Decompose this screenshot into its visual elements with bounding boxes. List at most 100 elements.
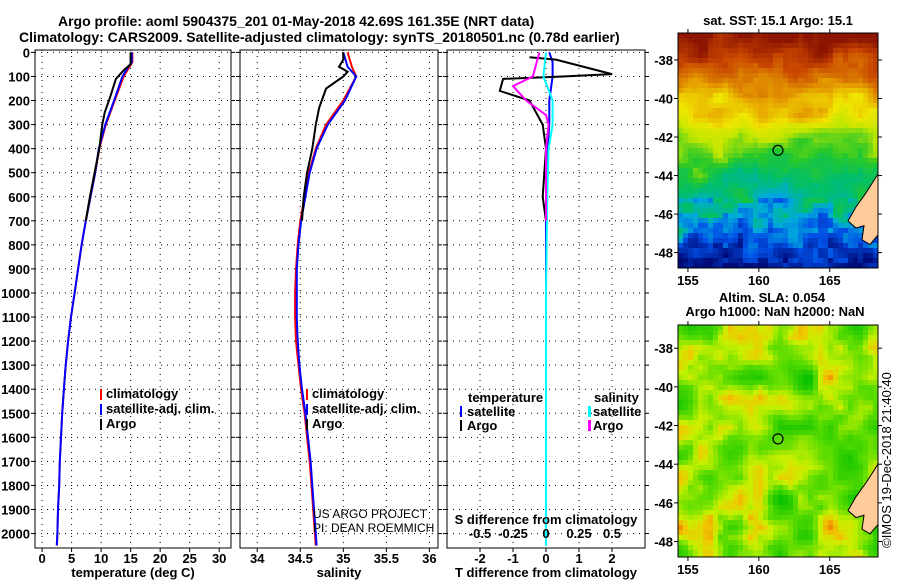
map-pixel xyxy=(703,128,709,134)
map-pixel xyxy=(828,530,834,536)
map-pixel xyxy=(818,395,824,401)
map-pixel xyxy=(803,480,809,486)
map-pixel xyxy=(783,365,789,371)
map-pixel xyxy=(713,465,719,471)
map-pixel xyxy=(708,450,714,456)
map-pixel xyxy=(813,420,819,426)
map-pixel xyxy=(848,420,854,426)
map-pixel xyxy=(693,73,699,79)
map-pixel xyxy=(768,128,774,134)
map-pixel xyxy=(873,68,878,74)
map-pixel xyxy=(708,218,714,224)
map-pixel xyxy=(813,133,819,139)
map-pixel xyxy=(838,430,844,436)
map-pixel xyxy=(848,148,854,154)
map-pixel xyxy=(683,203,689,209)
map-pixel xyxy=(778,505,784,511)
map-pixel xyxy=(798,410,804,416)
map-pixel xyxy=(703,370,709,376)
map-pixel xyxy=(713,53,719,59)
map-pixel xyxy=(798,405,804,411)
map-pixel xyxy=(728,515,734,521)
map-pixel xyxy=(698,133,704,139)
map-pixel xyxy=(773,335,779,341)
map-pixel xyxy=(818,325,824,331)
map-pixel xyxy=(808,395,814,401)
map-pixel xyxy=(743,48,749,54)
map-pixel xyxy=(763,258,769,264)
map-pixel xyxy=(803,238,809,244)
map-pixel xyxy=(783,243,789,249)
map-pixel xyxy=(853,78,859,84)
map-pixel xyxy=(788,500,794,506)
map-pixel xyxy=(803,415,809,421)
map-pixel xyxy=(748,545,754,551)
map-pixel xyxy=(778,530,784,536)
depth-tick-label: 1000 xyxy=(1,286,30,301)
map-pixel xyxy=(703,395,709,401)
map-pixel xyxy=(858,98,864,104)
map-pixel xyxy=(758,188,764,194)
map-pixel xyxy=(798,123,804,129)
map-pixel xyxy=(803,450,809,456)
map-pixel xyxy=(848,83,854,89)
map-pixel xyxy=(748,540,754,546)
map-sla_map xyxy=(678,325,879,557)
map-pixel xyxy=(858,445,864,451)
map-pixel xyxy=(713,485,719,491)
map-pixel xyxy=(723,330,729,336)
map-pixel xyxy=(848,138,854,144)
map-pixel xyxy=(848,410,854,416)
map-pixel xyxy=(723,58,729,64)
map-pixel xyxy=(718,138,724,144)
map-pixel xyxy=(723,73,729,79)
map-pixel xyxy=(813,495,819,501)
map-pixel xyxy=(803,355,809,361)
map-pixel xyxy=(793,350,799,356)
map-pixel xyxy=(783,123,789,129)
map-pixel xyxy=(768,545,774,551)
map-pixel xyxy=(808,158,814,164)
map-pixel xyxy=(688,415,694,421)
map-pixel xyxy=(693,218,699,224)
map-pixel xyxy=(793,395,799,401)
map-pixel xyxy=(843,53,849,59)
map-pixel xyxy=(868,455,874,461)
map-pixel xyxy=(698,213,704,219)
map-pixel xyxy=(753,480,759,486)
map-pixel xyxy=(733,263,739,268)
map-pixel xyxy=(868,460,874,466)
map-pixel xyxy=(708,445,714,451)
map-pixel xyxy=(778,360,784,366)
map-pixel xyxy=(713,138,719,144)
map-pixel xyxy=(748,63,754,69)
map-pixel xyxy=(688,263,694,268)
map-pixel xyxy=(743,480,749,486)
x-tick-label: -2 xyxy=(474,551,486,566)
map-pixel xyxy=(803,435,809,441)
map-pixel xyxy=(698,365,704,371)
map-pixel xyxy=(728,405,734,411)
map-pixel xyxy=(758,340,764,346)
map-pixel xyxy=(833,33,839,39)
map-pixel xyxy=(823,108,829,114)
map-pixel xyxy=(693,535,699,541)
map-pixel xyxy=(758,133,764,139)
map-pixel xyxy=(768,450,774,456)
map-pixel xyxy=(818,263,824,268)
map-pixel xyxy=(698,43,704,49)
map-pixel xyxy=(803,228,809,234)
map-pixel xyxy=(838,133,844,139)
map-pixel xyxy=(713,540,719,546)
map-pixel xyxy=(778,400,784,406)
map-pixel xyxy=(863,365,869,371)
map-pixel xyxy=(688,183,694,189)
map-pixel xyxy=(868,158,874,164)
map-pixel xyxy=(728,350,734,356)
map-pixel xyxy=(863,370,869,376)
map-pixel xyxy=(803,350,809,356)
map-pixel xyxy=(753,345,759,351)
map-pixel xyxy=(703,365,709,371)
map-pixel xyxy=(733,420,739,426)
map-pixel xyxy=(678,163,684,169)
